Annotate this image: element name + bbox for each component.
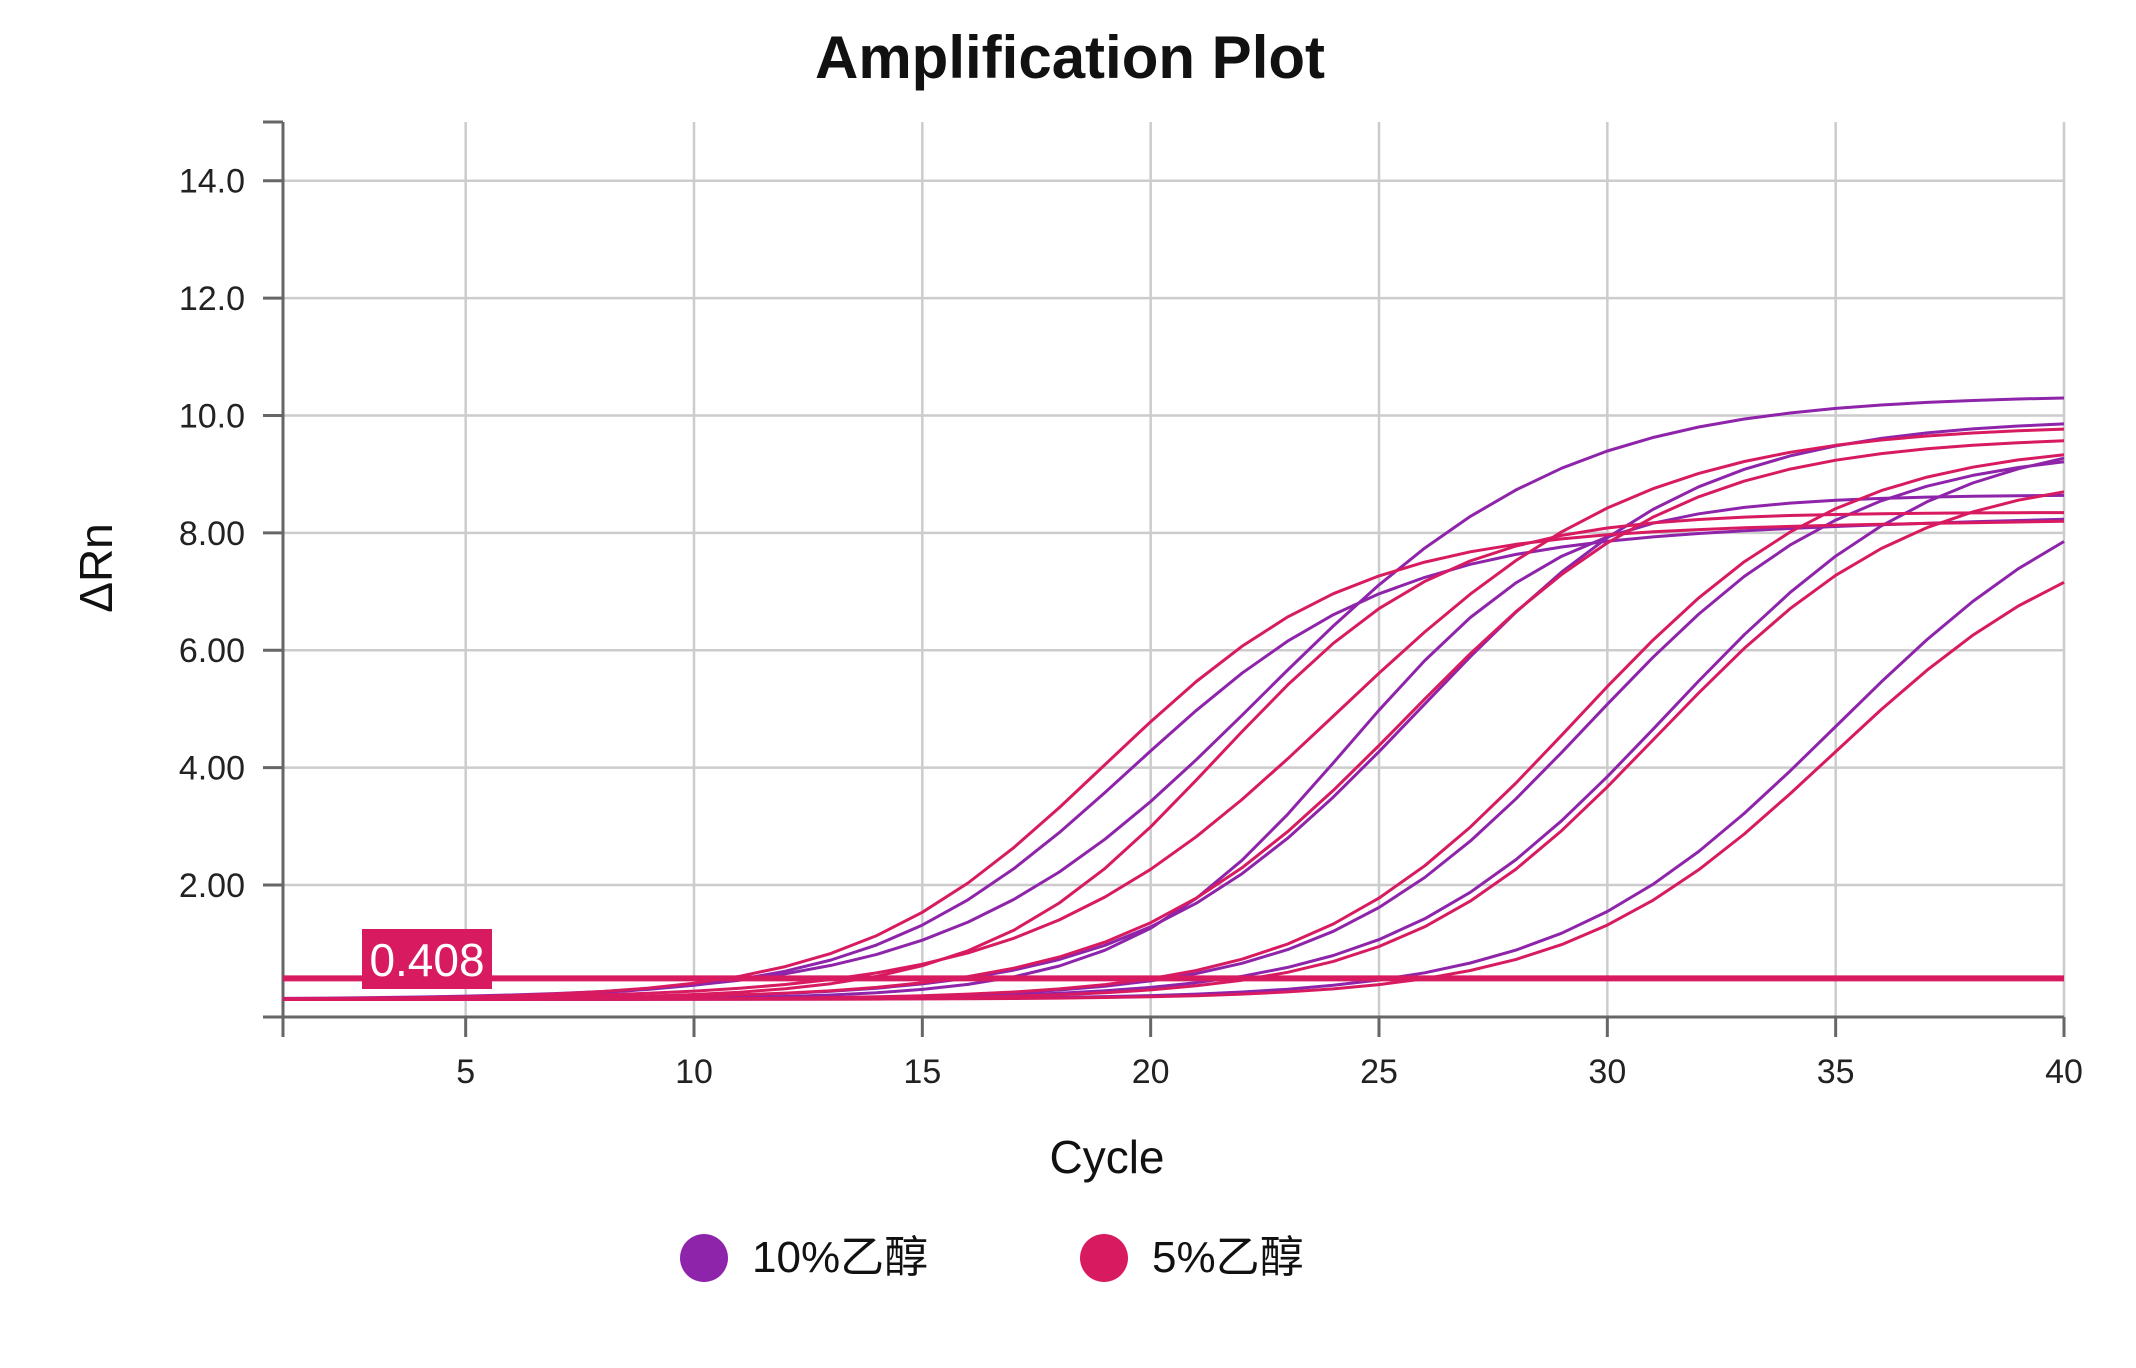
grid-lines (283, 122, 2066, 1017)
y-tick-label-2: 6.00 (179, 632, 245, 670)
y-tick-label-1: 4.00 (179, 750, 245, 788)
legend-label-5pct-ethanol: 5%乙醇 (1152, 1233, 1304, 1282)
amplification-curve-2 (283, 493, 2065, 1001)
amplification-curve-6 (283, 540, 2065, 1001)
legend-item-5pct-ethanol[interactable]: 5%乙醇 (1080, 1233, 1304, 1282)
amplification-curve-7 (282, 519, 2065, 1001)
threshold-label-box[interactable] (362, 929, 492, 989)
amplification-curve-1 (282, 396, 2065, 1000)
y-tick-label-3: 8.00 (179, 515, 245, 553)
threshold-label: 0.408 (369, 934, 484, 986)
legend-label-10pct-ethanol: 10%乙醇 (752, 1233, 928, 1282)
legend-marker-5pct-ethanol (1080, 1234, 1128, 1282)
y-tick-label-6: 14.0 (179, 163, 245, 201)
x-tick-label-0: 5 (456, 1053, 475, 1091)
amplification-curve-11 (283, 453, 2065, 1001)
x-tick-label-2: 15 (903, 1053, 941, 1091)
x-tick-label-5: 30 (1588, 1053, 1626, 1091)
x-tick-label-6: 35 (1817, 1053, 1855, 1091)
axes (263, 120, 2064, 1037)
x-tick-label-1: 10 (675, 1053, 713, 1091)
x-axis-label: Cycle (1049, 1131, 1164, 1183)
x-tick-label-3: 20 (1132, 1053, 1170, 1091)
legend: 10%乙醇 5%乙醇 (680, 1233, 1304, 1282)
y-axis-label: ΔRn (70, 523, 122, 613)
chart-title: Amplification Plot (815, 24, 1325, 91)
y-axis-ticks: 2.00 4.00 6.00 8.00 10.0 12.0 14.0 (179, 163, 283, 905)
x-tick-label-4: 25 (1360, 1053, 1398, 1091)
amplification-curve-13 (283, 580, 2065, 1001)
amplification-curve-0 (282, 517, 2065, 1001)
amplification-curve-9 (282, 427, 2065, 1001)
y-tick-label-5: 12.0 (179, 280, 245, 318)
x-tick-label-7: 40 (2045, 1053, 2083, 1091)
threshold[interactable]: 0.408 (283, 929, 2064, 989)
legend-marker-10pct-ethanol (680, 1234, 728, 1282)
amplification-curve-12 (283, 490, 2065, 1001)
legend-item-10pct-ethanol[interactable]: 10%乙醇 (680, 1233, 928, 1282)
amplification-curves (282, 396, 2065, 1001)
y-tick-label-4: 10.0 (179, 397, 245, 435)
y-tick-label-0: 2.00 (179, 867, 245, 905)
x-axis-ticks: 5 10 15 20 25 30 35 40 (456, 1017, 2083, 1091)
